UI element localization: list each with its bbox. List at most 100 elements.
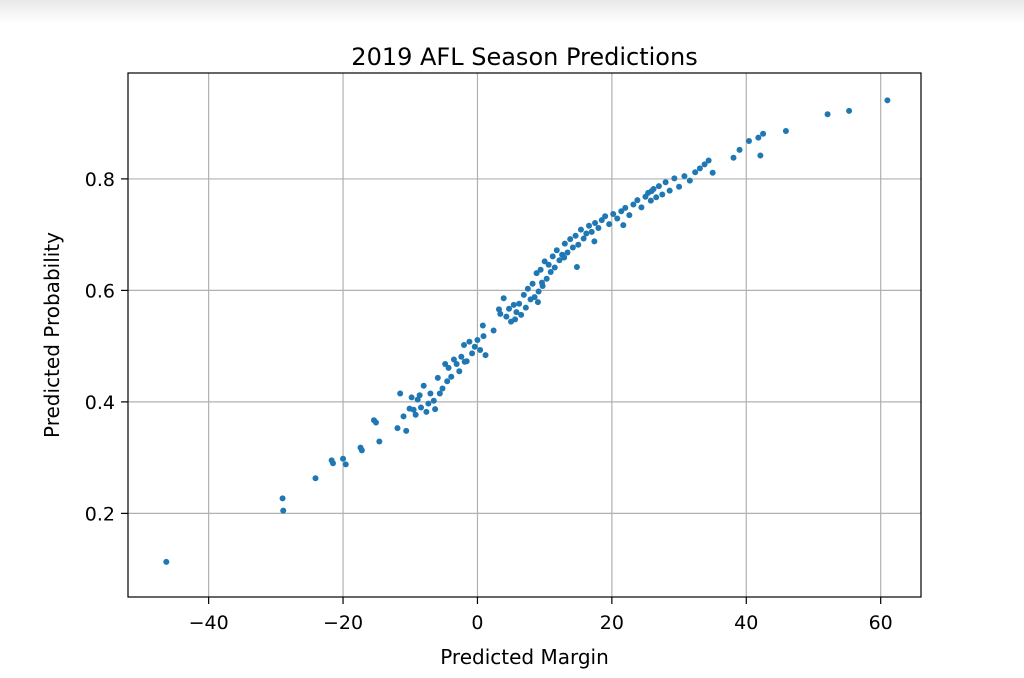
data-point bbox=[340, 455, 347, 462]
data-point bbox=[614, 215, 621, 222]
data-point bbox=[561, 254, 568, 261]
data-point bbox=[730, 154, 737, 161]
data-point bbox=[666, 187, 673, 194]
data-point bbox=[480, 333, 487, 340]
data-point bbox=[561, 240, 568, 247]
data-point bbox=[442, 360, 449, 367]
data-point bbox=[598, 217, 605, 224]
data-point bbox=[676, 183, 683, 190]
data-point bbox=[577, 226, 584, 233]
data-point bbox=[342, 461, 349, 468]
data-point bbox=[653, 194, 660, 201]
x-tick-label: 20 bbox=[600, 612, 624, 634]
data-point bbox=[474, 337, 481, 344]
data-point bbox=[606, 221, 613, 228]
data-point bbox=[537, 266, 544, 273]
data-point bbox=[662, 179, 669, 186]
x-tick-label: 0 bbox=[471, 612, 483, 634]
data-point bbox=[567, 236, 574, 243]
y-tick-label: 0.8 bbox=[85, 169, 115, 191]
data-point bbox=[659, 191, 666, 198]
data-point bbox=[884, 97, 891, 104]
data-point bbox=[580, 235, 587, 242]
y-axis-title: Predicted Probability bbox=[40, 232, 64, 438]
data-point bbox=[513, 309, 520, 316]
data-point bbox=[533, 270, 540, 277]
chart-title: 2019 AFL Season Predictions bbox=[351, 43, 697, 71]
data-point bbox=[782, 127, 789, 134]
data-point bbox=[655, 183, 662, 190]
x-tick-label: 40 bbox=[734, 612, 758, 634]
data-point bbox=[466, 338, 473, 345]
data-point bbox=[516, 300, 523, 307]
data-point bbox=[412, 411, 419, 418]
data-point bbox=[358, 447, 365, 454]
data-point bbox=[538, 279, 545, 286]
x-tick-label: −20 bbox=[323, 612, 363, 634]
data-point bbox=[638, 204, 645, 211]
scatter-points bbox=[163, 97, 891, 565]
data-point bbox=[490, 327, 497, 334]
data-point bbox=[556, 257, 563, 264]
data-point bbox=[453, 360, 460, 367]
data-point bbox=[479, 322, 486, 329]
data-point bbox=[400, 413, 407, 420]
data-point bbox=[456, 368, 463, 375]
y-tick-label: 0.6 bbox=[85, 280, 115, 302]
data-point bbox=[397, 390, 404, 397]
data-point bbox=[423, 408, 430, 415]
data-point bbox=[595, 224, 602, 231]
data-point bbox=[500, 295, 507, 302]
data-point bbox=[394, 425, 401, 432]
data-point bbox=[434, 374, 441, 381]
data-point bbox=[583, 230, 590, 237]
y-tick-label: 0.4 bbox=[85, 392, 115, 414]
data-point bbox=[626, 212, 633, 219]
data-point bbox=[163, 558, 170, 565]
data-point bbox=[408, 394, 415, 401]
data-point bbox=[553, 247, 560, 254]
data-point bbox=[376, 438, 383, 445]
x-tick-label: −40 bbox=[189, 612, 229, 634]
data-point bbox=[430, 397, 437, 404]
data-point bbox=[518, 311, 525, 318]
data-point bbox=[510, 301, 517, 308]
data-point bbox=[671, 175, 678, 182]
data-point bbox=[701, 161, 708, 168]
data-point bbox=[477, 347, 484, 354]
data-point bbox=[531, 294, 538, 301]
data-point bbox=[410, 406, 417, 413]
data-point bbox=[461, 358, 468, 365]
data-point bbox=[602, 213, 609, 220]
data-point bbox=[755, 134, 762, 141]
data-point bbox=[586, 222, 593, 229]
data-point bbox=[575, 241, 582, 248]
grid-lines bbox=[128, 73, 921, 597]
data-point bbox=[824, 111, 831, 118]
plot-frame bbox=[127, 72, 922, 598]
data-point bbox=[469, 350, 476, 357]
data-point bbox=[444, 378, 451, 385]
data-point bbox=[545, 261, 552, 268]
data-point bbox=[705, 157, 712, 164]
data-point bbox=[448, 373, 455, 380]
data-point bbox=[436, 390, 443, 397]
data-point bbox=[588, 228, 595, 235]
data-point bbox=[524, 285, 531, 292]
data-point bbox=[279, 495, 286, 502]
data-point bbox=[647, 197, 654, 204]
data-point bbox=[534, 299, 541, 306]
data-point bbox=[573, 263, 580, 270]
data-point bbox=[506, 305, 513, 312]
data-point bbox=[634, 197, 641, 204]
x-tick-label: 60 bbox=[869, 612, 893, 634]
data-point bbox=[610, 211, 617, 218]
tick-marks bbox=[121, 178, 882, 604]
data-point bbox=[648, 188, 655, 195]
data-point bbox=[512, 316, 519, 323]
data-point bbox=[520, 291, 527, 298]
data-point bbox=[439, 385, 446, 392]
data-point bbox=[535, 288, 542, 295]
data-point bbox=[503, 313, 510, 320]
data-point bbox=[522, 304, 529, 311]
